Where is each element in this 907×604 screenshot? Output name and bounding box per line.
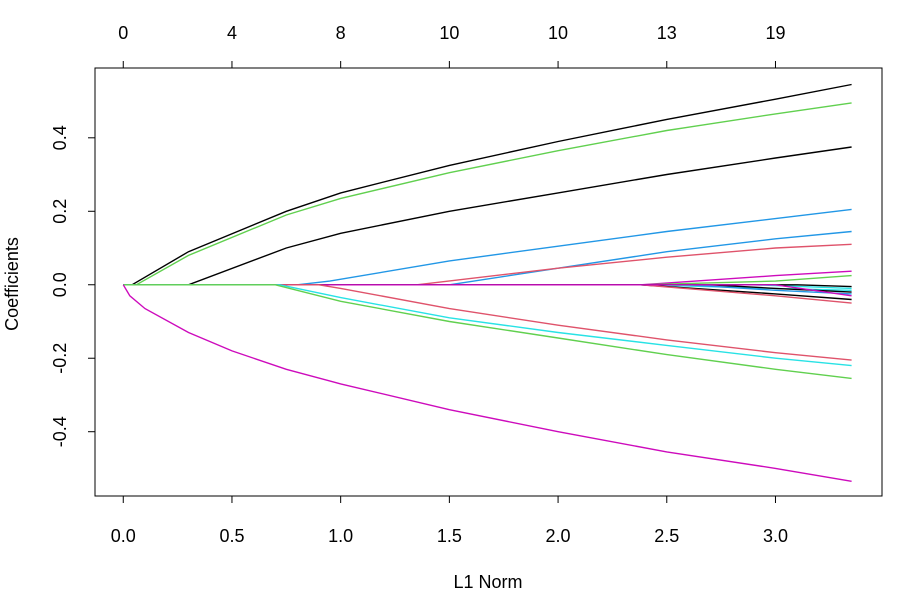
x-tick-label: 1.5 xyxy=(437,526,462,546)
top-tick-label: 0 xyxy=(118,23,128,43)
top-tick-label: 8 xyxy=(336,23,346,43)
top-tick-label: 10 xyxy=(439,23,459,43)
x-axis-label: L1 Norm xyxy=(453,572,522,592)
x-tick-label: 0.0 xyxy=(111,526,136,546)
top-tick-label: 19 xyxy=(765,23,785,43)
top-tick-label: 10 xyxy=(548,23,568,43)
coefficient-path-line xyxy=(122,284,852,482)
top-tick-label: 4 xyxy=(227,23,237,43)
series-layer xyxy=(122,83,852,482)
top-axis: 0 4 8 10 10 13 19 xyxy=(118,23,785,69)
y-axis-label: Coefficients xyxy=(2,237,22,331)
coefficient-path-line xyxy=(123,284,852,361)
top-tick-label: 13 xyxy=(657,23,677,43)
y-tick-label: 0.0 xyxy=(50,272,70,297)
y-tick-label: -0.4 xyxy=(50,416,70,447)
coefficient-path-line xyxy=(123,284,852,380)
y-tick-label: 0.2 xyxy=(50,199,70,224)
y-tick-label: -0.2 xyxy=(50,343,70,374)
coefficient-path-line xyxy=(123,83,852,286)
x-tick-label: 0.5 xyxy=(219,526,244,546)
x-tick-label: 1.0 xyxy=(328,526,353,546)
x-axis: 0.0 0.5 1.0 1.5 2.0 2.5 3.0 xyxy=(111,495,788,546)
coefficient-path-line xyxy=(123,208,852,286)
x-tick-label: 2.0 xyxy=(546,526,571,546)
coefficient-path-line xyxy=(123,284,852,367)
coefficient-path-line xyxy=(123,284,852,297)
y-axis: -0.4 -0.2 0.0 0.2 0.4 xyxy=(50,125,96,447)
y-tick-label: 0.4 xyxy=(50,125,70,150)
x-tick-label: 2.5 xyxy=(654,526,679,546)
coefficient-path-line xyxy=(123,270,852,286)
coefficient-path-line xyxy=(123,102,852,286)
x-tick-label: 3.0 xyxy=(763,526,788,546)
coefficient-path-line xyxy=(123,146,852,286)
